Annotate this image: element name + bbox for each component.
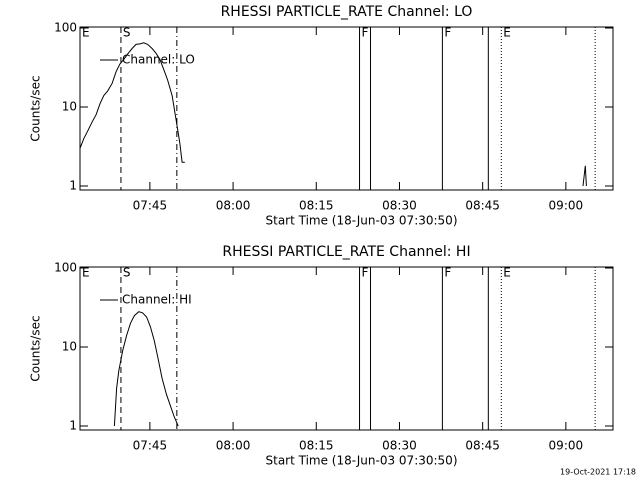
y-tick-label: 10 [62,100,77,114]
y-tick-label: 100 [54,21,77,35]
y-tick-label: 1 [69,419,77,433]
data-line [113,311,179,427]
x-tick-label: 08:00 [216,439,251,453]
chart-title: RHESSI PARTICLE_RATE Channel: HI [222,244,470,260]
x-tick-label: 08:30 [382,199,417,213]
plot-frame [79,266,614,431]
chart-title: RHESSI PARTICLE_RATE Channel: LO [221,4,473,20]
x-tick-label: 07:45 [133,439,168,453]
event-label: F [362,266,369,280]
event-label: F [362,26,369,40]
x-axis-label: Start Time (18-Jun-03 07:30:50) [266,454,458,468]
event-label: E [503,26,511,40]
x-tick-label: 08:15 [299,439,334,453]
x-tick-label: 08:00 [216,199,251,213]
event-label: S [123,26,131,40]
legend-label: Channel: LO [122,53,195,67]
plot-frame [79,26,614,191]
x-tick-label: 09:00 [549,439,584,453]
data-line [79,42,587,187]
x-tick-label: 07:45 [133,199,168,213]
y-tick-label: 1 [69,179,77,193]
event-label: F [444,266,451,280]
x-tick-label: 08:45 [465,439,500,453]
x-tick-label: 08:15 [299,199,334,213]
event-label: E [503,266,511,280]
x-axis-label: Start Time (18-Jun-03 07:30:50) [266,214,458,228]
event-label: F [444,26,451,40]
event-label: E [82,266,90,280]
x-tick-label: 08:30 [382,439,417,453]
y-tick-label: 10 [62,340,77,354]
y-axis-label: Counts/sec [29,75,43,141]
event-label: S [123,266,131,280]
legend-label: Channel: HI [122,293,192,307]
y-tick-label: 100 [54,261,77,275]
y-axis-label: Counts/sec [29,315,43,381]
x-tick-label: 08:45 [465,199,500,213]
event-label: E [82,26,90,40]
x-tick-label: 09:00 [549,199,584,213]
footer: 19-Oct-2021 17:18 [560,468,636,477]
